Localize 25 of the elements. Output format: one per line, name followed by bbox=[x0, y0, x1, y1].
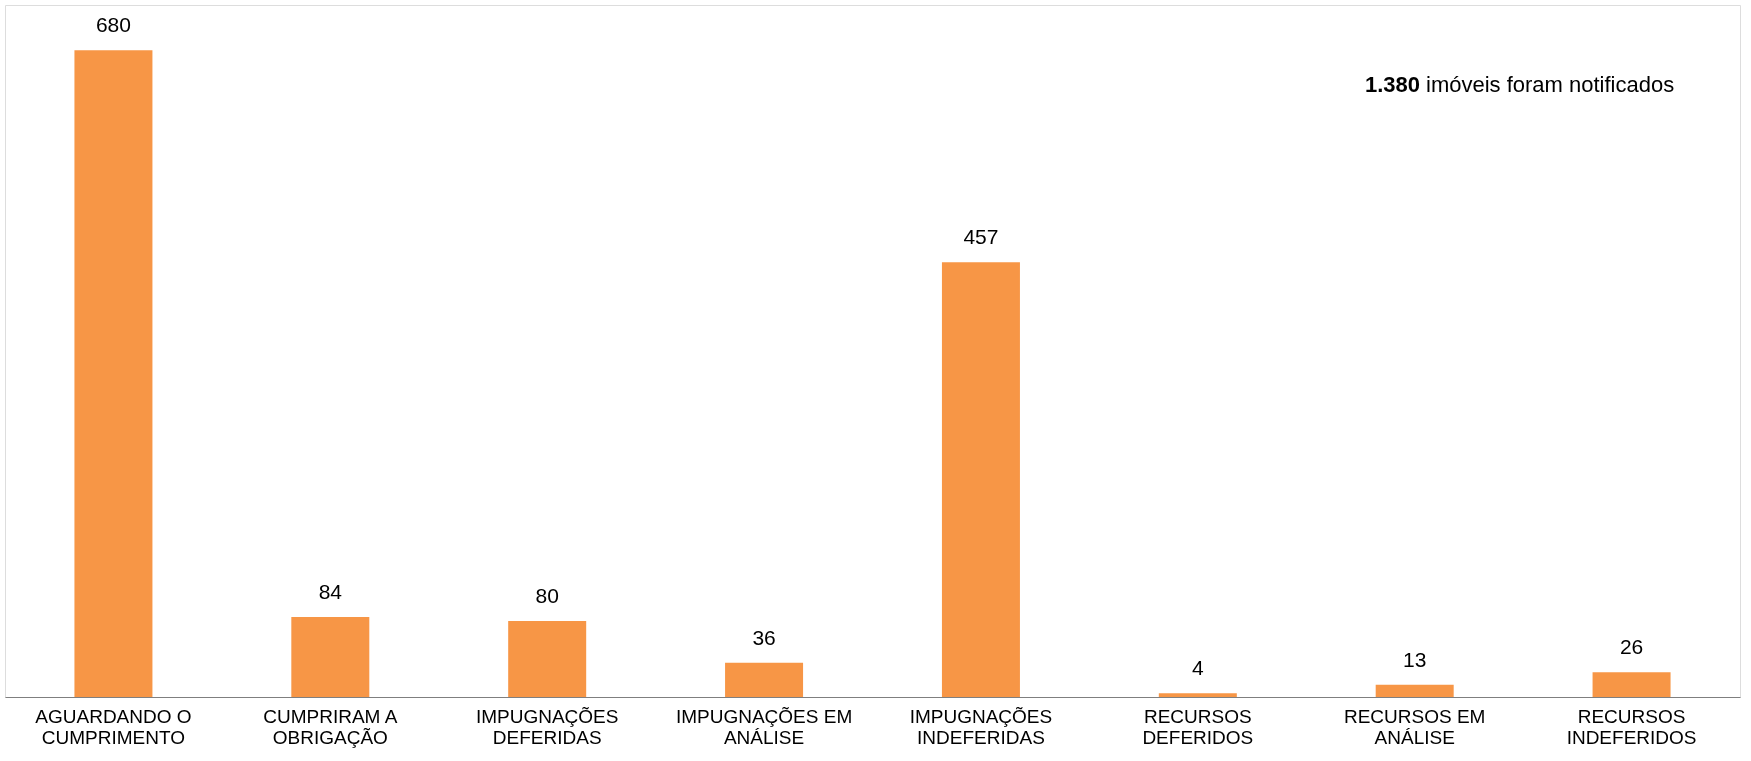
x-tick-label: RECURSOS INDEFERIDOS bbox=[1566, 705, 1697, 748]
bar bbox=[1592, 672, 1671, 697]
bar bbox=[508, 620, 587, 697]
data-label: 4 bbox=[1191, 656, 1204, 680]
x-tick-label: IMPUGNAÇÕES INDEFERIDAS bbox=[909, 705, 1053, 748]
data-label: 80 bbox=[535, 583, 559, 607]
bar bbox=[291, 617, 370, 697]
x-tick-label: CUMPRIRAM A OBRIGAÇÃO bbox=[263, 705, 398, 748]
bar bbox=[1158, 693, 1237, 697]
bar bbox=[1375, 684, 1454, 697]
data-label: 457 bbox=[963, 225, 999, 249]
bar bbox=[941, 262, 1020, 697]
data-label: 84 bbox=[318, 580, 343, 604]
x-tick-label: RECURSOS DEFERIDOS bbox=[1142, 705, 1254, 748]
bar bbox=[74, 50, 153, 697]
data-label: 26 bbox=[1619, 635, 1644, 659]
data-label: 680 bbox=[95, 13, 131, 37]
x-tick-label: IMPUGNAÇÕES EM ANÁLISE bbox=[675, 705, 853, 748]
data-label: 36 bbox=[752, 625, 776, 649]
bar bbox=[725, 662, 804, 697]
x-tick-label: AGUARDANDO O CUMPRIMENTO bbox=[35, 705, 192, 748]
x-tick-label: RECURSOS EM ANÁLISE bbox=[1343, 705, 1486, 748]
data-label: 13 bbox=[1403, 647, 1427, 671]
annotation: 1.380 imóveis foram notificados bbox=[1364, 72, 1675, 97]
x-tick-label: IMPUGNAÇÕES DEFERIDAS bbox=[475, 705, 619, 748]
